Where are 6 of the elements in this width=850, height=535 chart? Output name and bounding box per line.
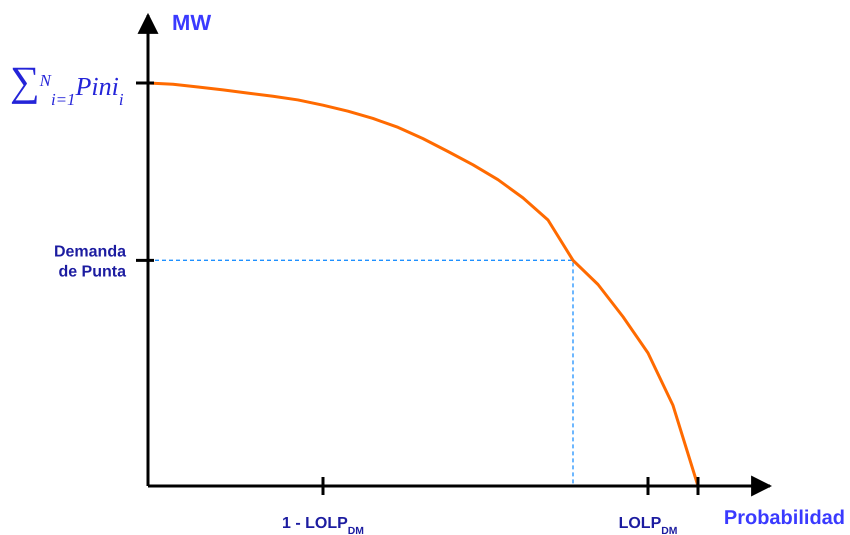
text: ∑$^{N}$$_{i=1}$Pini$_{i}$: [10, 58, 124, 108]
x-axis-title: Probabilidad: [724, 507, 845, 529]
x-tick-label: 1 - LOLP$_{DM}$: [282, 515, 364, 535]
y-axis-title: MW: [172, 10, 212, 35]
ref-line-label: Demanda de Punta: [54, 243, 126, 280]
x-tick-label: LOLP$_{DM}$: [618, 515, 678, 535]
